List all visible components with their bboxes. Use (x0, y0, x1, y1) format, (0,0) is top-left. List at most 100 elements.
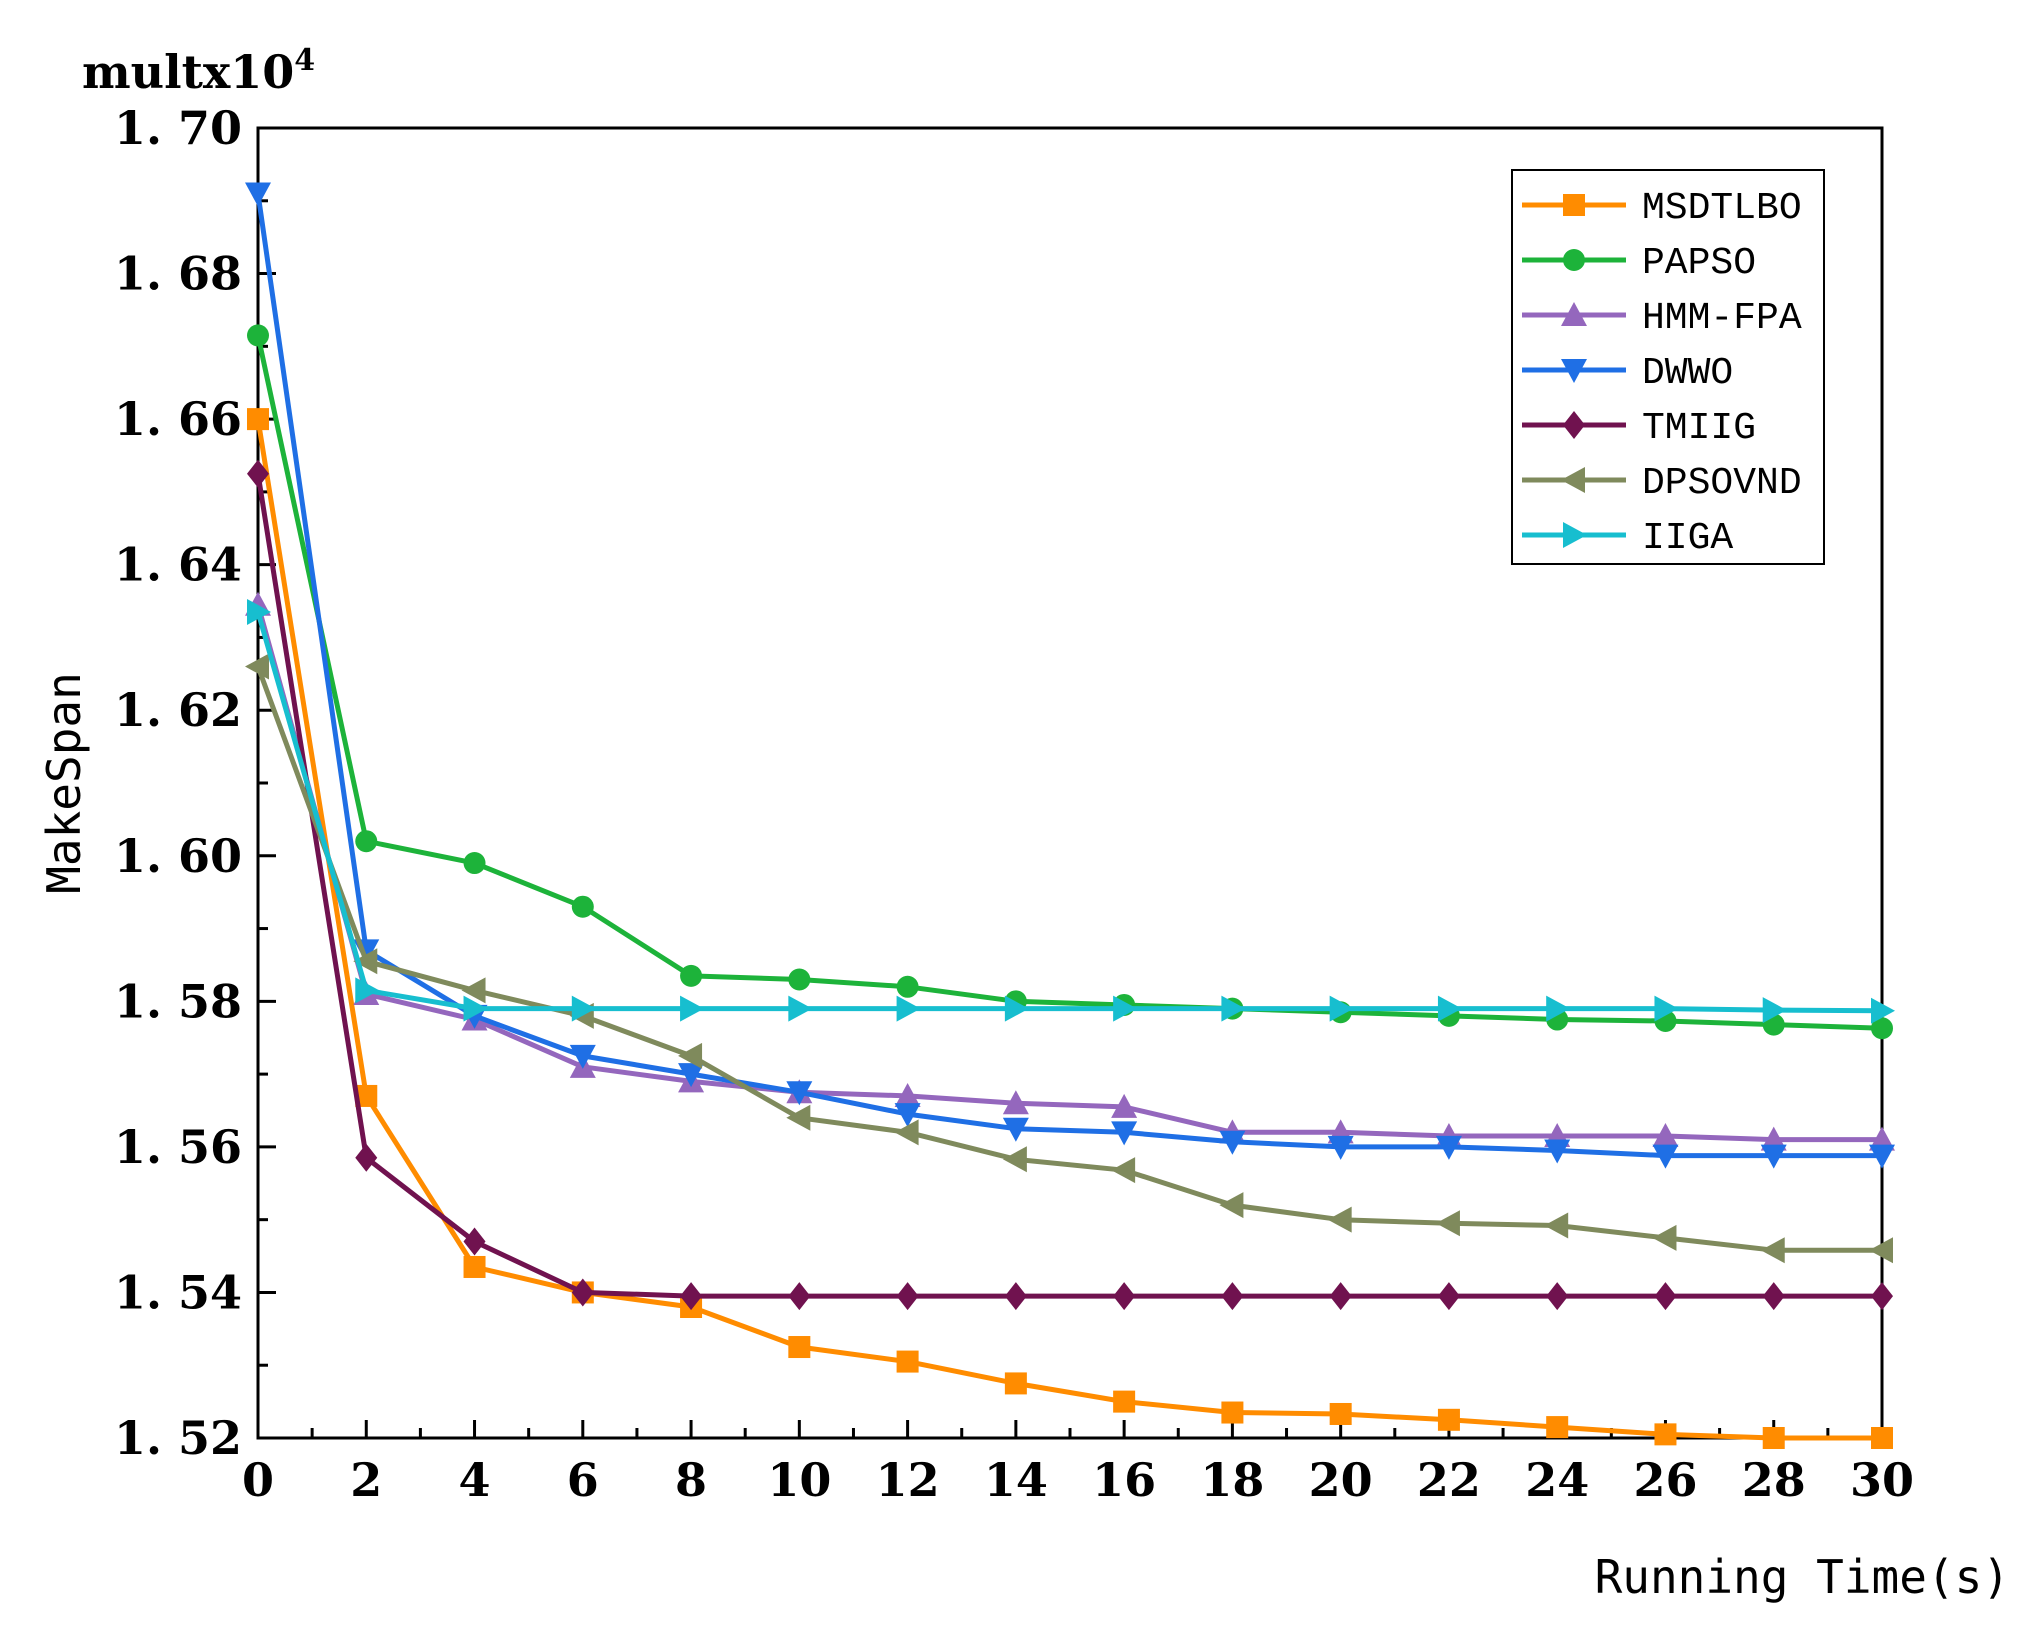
data-point-dpsovnd (1652, 1224, 1677, 1251)
data-point-tmiig (1762, 1282, 1785, 1311)
data-point-papso (896, 975, 919, 998)
legend-item-papso: PAPSO (1522, 242, 1756, 285)
data-point-dwwo (678, 1063, 705, 1088)
data-point-dwwo (245, 182, 271, 207)
legend-label: PAPSO (1642, 242, 1756, 285)
data-point-msdtlbo (896, 1350, 919, 1373)
x-tick-label: 24 (1525, 1453, 1589, 1507)
data-point-dpsovnd (461, 977, 486, 1004)
data-point-dwwo (569, 1044, 596, 1069)
x-tick-label: 12 (876, 1453, 940, 1507)
x-axis-ticks: 0 2 4 6 8 10 12 14 16 18 20 22 24 26 28 30 (242, 1420, 1914, 1507)
data-point-iiga (247, 598, 271, 625)
data-point-hmm-fpa (1760, 1126, 1787, 1151)
data-point-iiga (571, 995, 596, 1022)
data-point-tmiig (896, 1282, 919, 1311)
data-point-papso (355, 830, 378, 853)
legend-label: IIGA (1642, 517, 1733, 560)
data-point-msdtlbo (1762, 1427, 1785, 1449)
legend-marker (1561, 467, 1585, 493)
data-point-dpsovnd (1544, 1212, 1569, 1239)
data-point-tmiig (463, 1227, 486, 1256)
data-point-dwwo (1002, 1117, 1029, 1142)
series-line-papso (255, 334, 1883, 1031)
data-point-tmiig (1004, 1282, 1027, 1311)
x-tick-label: 26 (1633, 1453, 1697, 1507)
legend-marker (1563, 194, 1585, 216)
data-point-tmiig (788, 1282, 811, 1311)
y-tick-label: 1. 70 (114, 101, 242, 155)
data-point-hmm-fpa (1869, 1126, 1895, 1151)
data-point-tmiig (1113, 1282, 1136, 1311)
x-tick-label: 0 (242, 1453, 274, 1507)
data-point-iiga (355, 977, 380, 1004)
data-point-iiga (1437, 995, 1462, 1022)
data-point-dpsovnd (1002, 1146, 1027, 1173)
legend: MSDTLBO PAPSO HMM-FPA DWWO TMIIG DPSOVND IIGA (1511, 169, 1825, 565)
legend-label: DPSOVND (1642, 462, 1802, 505)
data-point-dwwo (1111, 1121, 1138, 1146)
data-point-dwwo (1219, 1130, 1246, 1155)
data-point-dpsovnd (786, 1104, 811, 1131)
legend-item-msdtlbo: MSDTLBO (1522, 187, 1802, 230)
series-iiga (247, 598, 1895, 1024)
x-tick-label: 2 (350, 1453, 382, 1507)
y-tick-label: 1. 60 (114, 829, 242, 883)
series-line-dwwo (255, 193, 1882, 1159)
data-point-dpsovnd (245, 653, 269, 680)
data-point-dpsovnd (1869, 1237, 1893, 1264)
data-point-dpsovnd (1111, 1157, 1136, 1184)
x-tick-label: 4 (459, 1453, 491, 1507)
data-point-dwwo (1760, 1144, 1787, 1169)
legend-item-dwwo: DWWO (1522, 352, 1733, 395)
data-point-papso (1871, 1017, 1893, 1040)
legend-marker (1563, 522, 1587, 548)
series-line-iiga (255, 611, 1883, 1014)
data-point-msdtlbo (1329, 1402, 1352, 1425)
series-layer (245, 182, 1895, 1449)
data-point-dpsovnd (353, 948, 378, 975)
y-tick-label: 1. 54 (114, 1265, 242, 1319)
legend-label: DWWO (1642, 352, 1733, 395)
series-line-dpsovnd (255, 665, 1882, 1253)
data-point-papso (680, 964, 703, 987)
data-point-hmm-fpa (1002, 1090, 1029, 1115)
legend-label: HMM-FPA (1642, 297, 1802, 340)
x-tick-label: 6 (567, 1453, 599, 1507)
data-point-dwwo (1652, 1144, 1679, 1169)
data-point-tmiig (1654, 1282, 1677, 1311)
data-point-tmiig (571, 1278, 594, 1307)
x-tick-label: 22 (1417, 1453, 1481, 1507)
data-point-tmiig (1546, 1282, 1569, 1311)
data-point-dwwo (894, 1103, 921, 1128)
x-tick-label: 14 (984, 1453, 1048, 1507)
legend-label: TMIIG (1642, 407, 1756, 450)
legend-item-hmm-fpa: HMM-FPA (1522, 297, 1802, 340)
series-dpsovnd (245, 653, 1893, 1264)
data-point-msdtlbo (1437, 1408, 1460, 1431)
data-point-papso (571, 895, 594, 918)
data-point-iiga (1329, 995, 1354, 1022)
data-point-msdtlbo (1654, 1423, 1677, 1446)
y-tick-label: 1. 66 (114, 392, 242, 446)
data-point-tmiig (1871, 1282, 1893, 1311)
data-point-dwwo (1435, 1135, 1462, 1160)
data-point-iiga (896, 995, 921, 1022)
legend-marker (1563, 411, 1585, 439)
data-point-tmiig (1437, 1282, 1460, 1311)
data-point-dpsovnd (1760, 1237, 1785, 1264)
data-point-msdtlbo (1871, 1427, 1893, 1449)
data-point-dwwo (786, 1081, 813, 1106)
data-point-dpsovnd (1219, 1192, 1244, 1219)
legend-item-tmiig: TMIIG (1522, 407, 1756, 450)
data-point-tmiig (1329, 1282, 1352, 1311)
x-tick-label: 18 (1200, 1453, 1264, 1507)
data-point-msdtlbo (1113, 1390, 1136, 1413)
data-point-iiga (1546, 995, 1571, 1022)
x-tick-label: 10 (767, 1453, 831, 1507)
data-point-dpsovnd (1327, 1206, 1352, 1233)
legend-label: MSDTLBO (1642, 187, 1802, 230)
data-point-papso (463, 852, 486, 875)
data-point-hmm-fpa (1652, 1122, 1679, 1147)
